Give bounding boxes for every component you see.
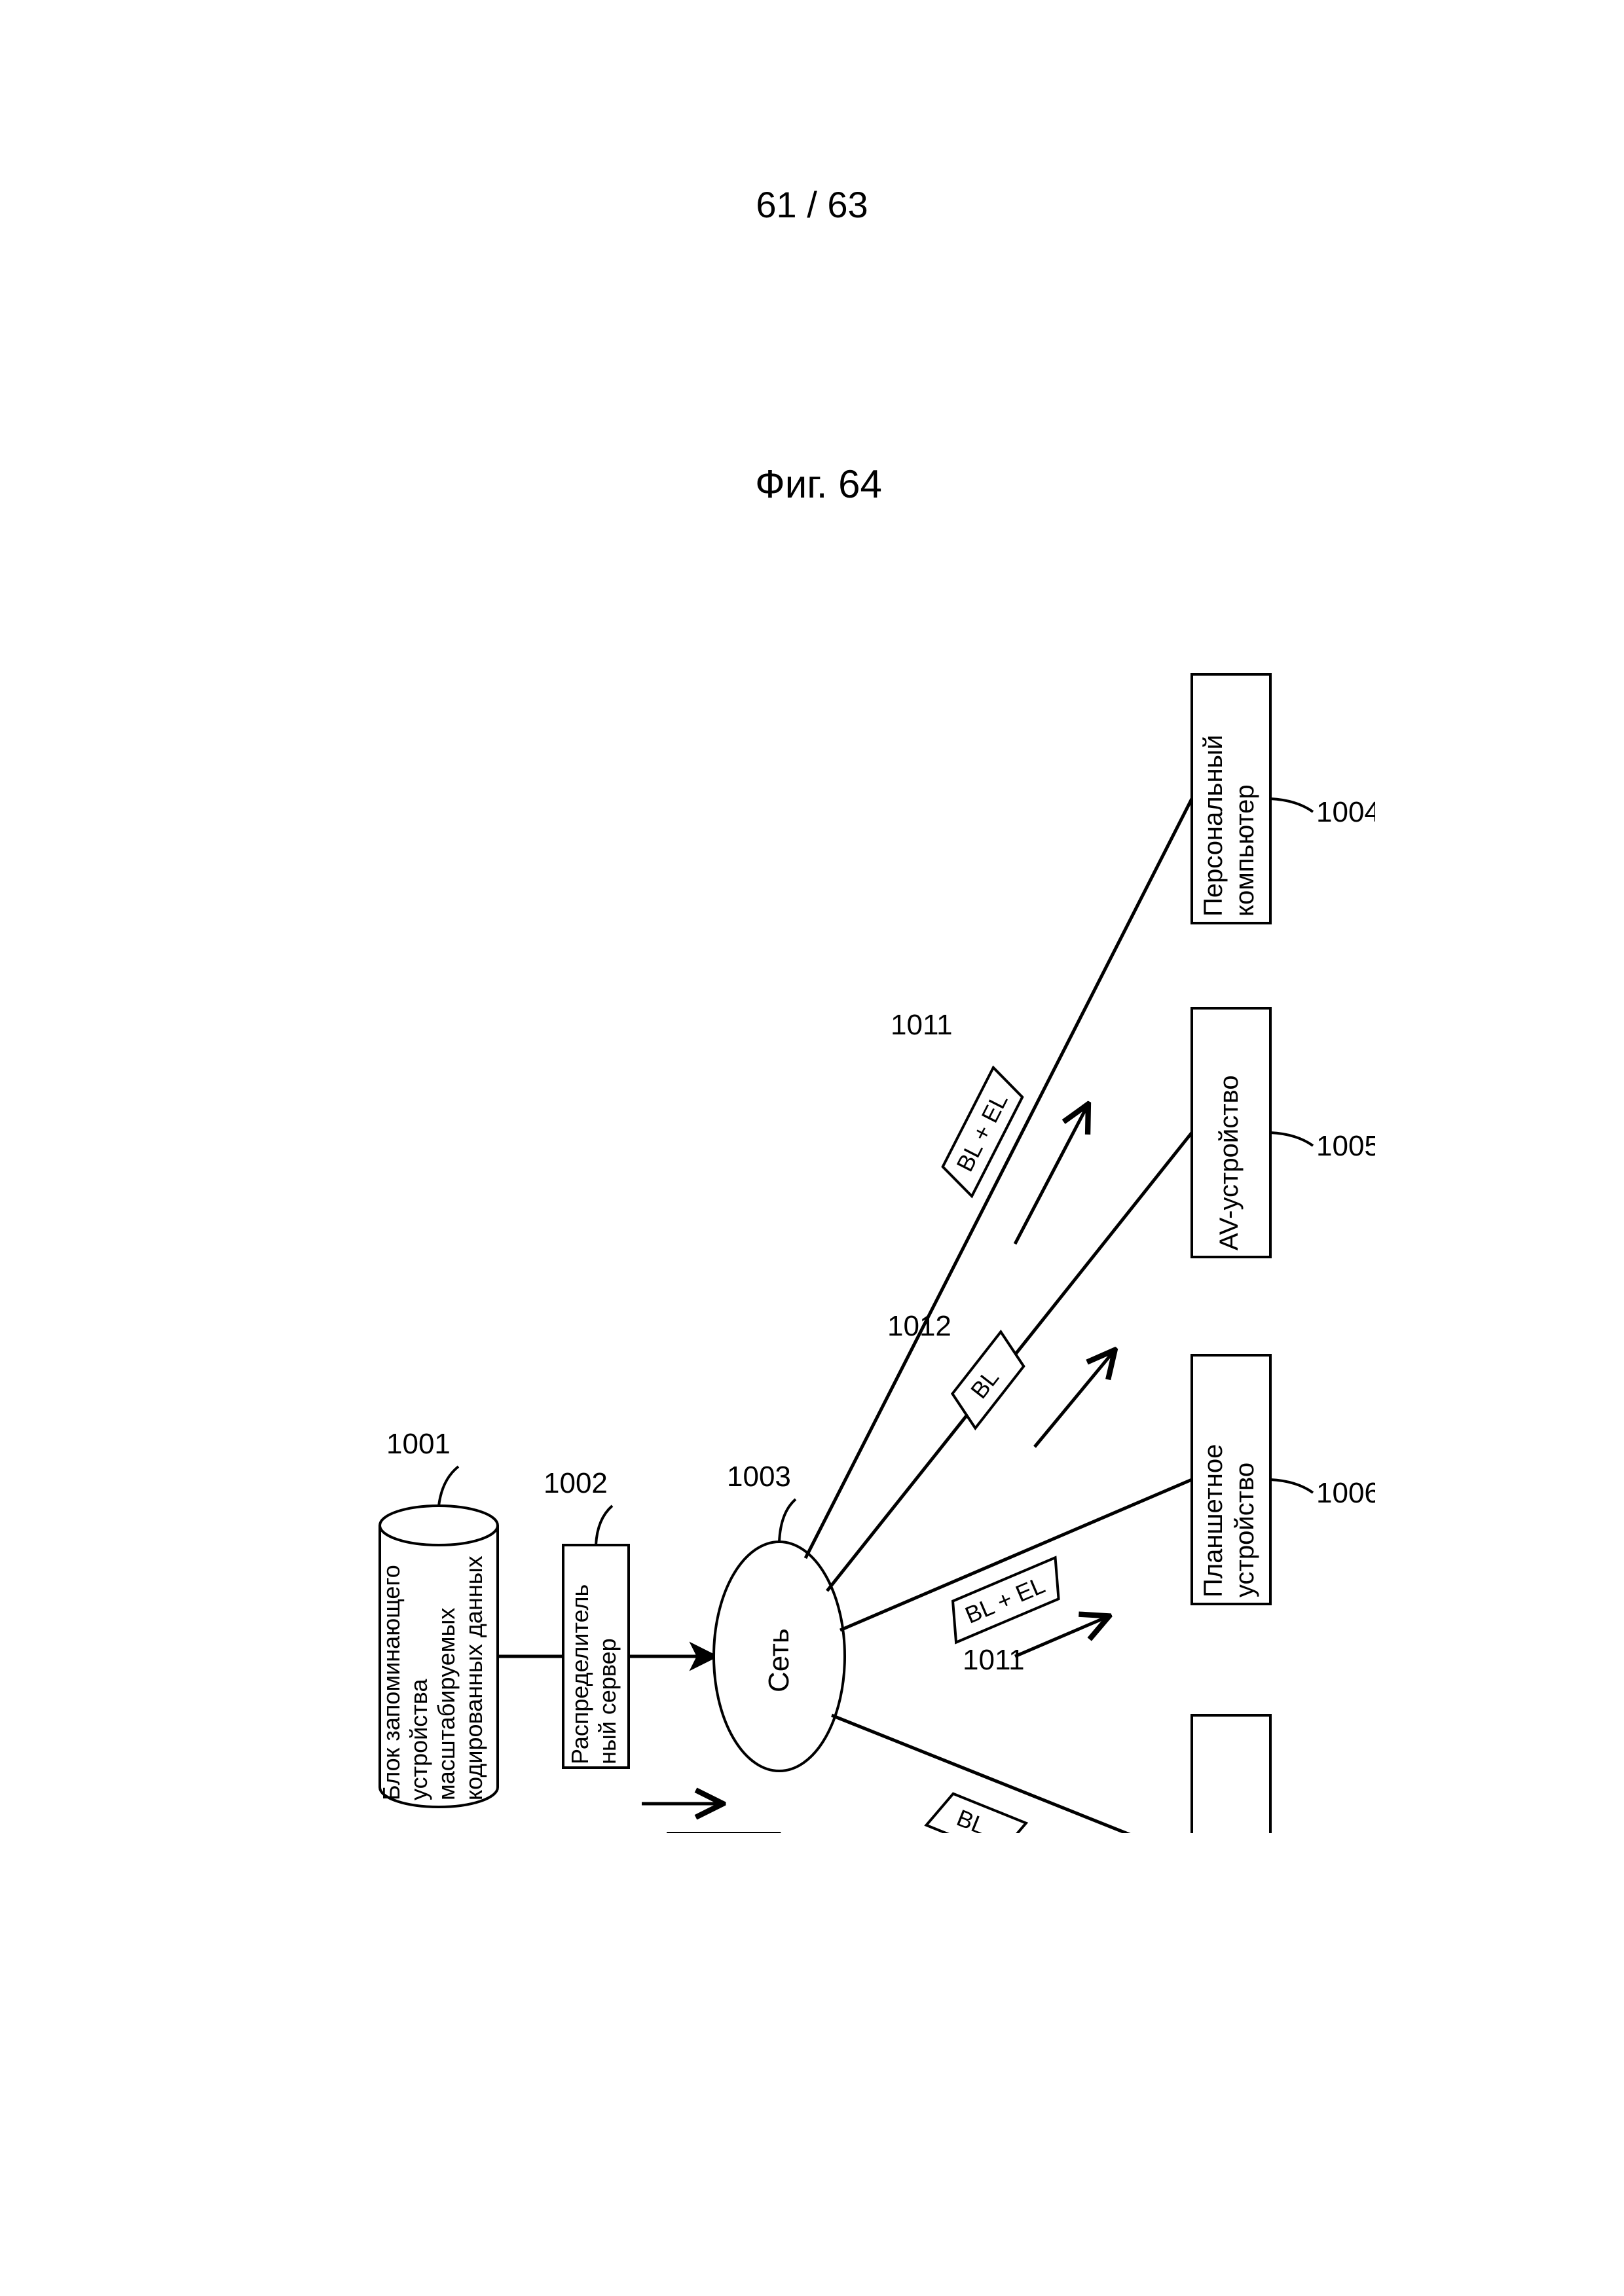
storage-ref: 1001 [386, 1428, 451, 1460]
av-line-1: AV-устройство [1215, 1075, 1244, 1250]
storage-line-3: масштабируемых [433, 1608, 460, 1800]
network-node: Сеть 1003 [714, 1461, 845, 1771]
pc-ref: 1004 [1316, 796, 1375, 828]
storage-line-2: устройства [405, 1679, 432, 1800]
tablet-line-2: устройство [1230, 1463, 1259, 1597]
pc-line-2: компьютер [1230, 784, 1259, 917]
storage-line-4: кодированных данных [460, 1556, 487, 1800]
av-node: AV-устройство 1005 [1192, 1008, 1375, 1257]
packet-tablet-ref: 1011 [963, 1644, 1025, 1676]
arrow-to-tablet [1015, 1617, 1107, 1656]
arrow-to-av [1035, 1352, 1113, 1447]
phone-node: Мобильное телефонное устройство 1007 [1192, 1715, 1375, 1833]
figure-64-diagram: Фиг. 64 Блок запоминающего устройства ма… [262, 458, 1375, 1833]
packet-pc-blel: BL + EL [937, 1068, 1029, 1197]
figure-title: Фиг. 64 [755, 462, 882, 506]
network-label: Сеть [763, 1628, 795, 1692]
packet-pc-ref: 1011 [891, 1009, 953, 1041]
network-ref: 1003 [727, 1461, 791, 1493]
packet-av-ref: 1012 [887, 1310, 951, 1342]
packet-av-bl: BL [944, 1332, 1031, 1428]
server-node: Распределитель ный сервер 1002 [544, 1467, 629, 1768]
packet-tablet-blel: BL + EL [941, 1558, 1071, 1642]
server-line-2: ный сервер [594, 1638, 621, 1764]
pc-line-1: Персональный [1199, 735, 1228, 917]
pc-node: Персональный компьютер 1004 [1192, 674, 1375, 923]
storage-node: Блок запоминающего устройства масштабиру… [378, 1428, 498, 1807]
conn-net-phone [832, 1715, 1192, 1833]
tablet-ref: 1006 [1316, 1477, 1375, 1509]
tablet-node: Планшетное устройство 1006 [1192, 1355, 1375, 1604]
conn-net-pc [805, 799, 1192, 1558]
packet-phone-bl: BL [927, 1789, 1026, 1833]
storage-line-1: Блок запоминающего [378, 1565, 405, 1800]
page-number: 61 / 63 [0, 183, 1624, 226]
server-line-1: Распределитель [566, 1584, 593, 1764]
server-ref: 1002 [544, 1467, 608, 1499]
av-ref: 1005 [1316, 1130, 1375, 1162]
tablet-line-1: Планшетное [1199, 1444, 1228, 1597]
